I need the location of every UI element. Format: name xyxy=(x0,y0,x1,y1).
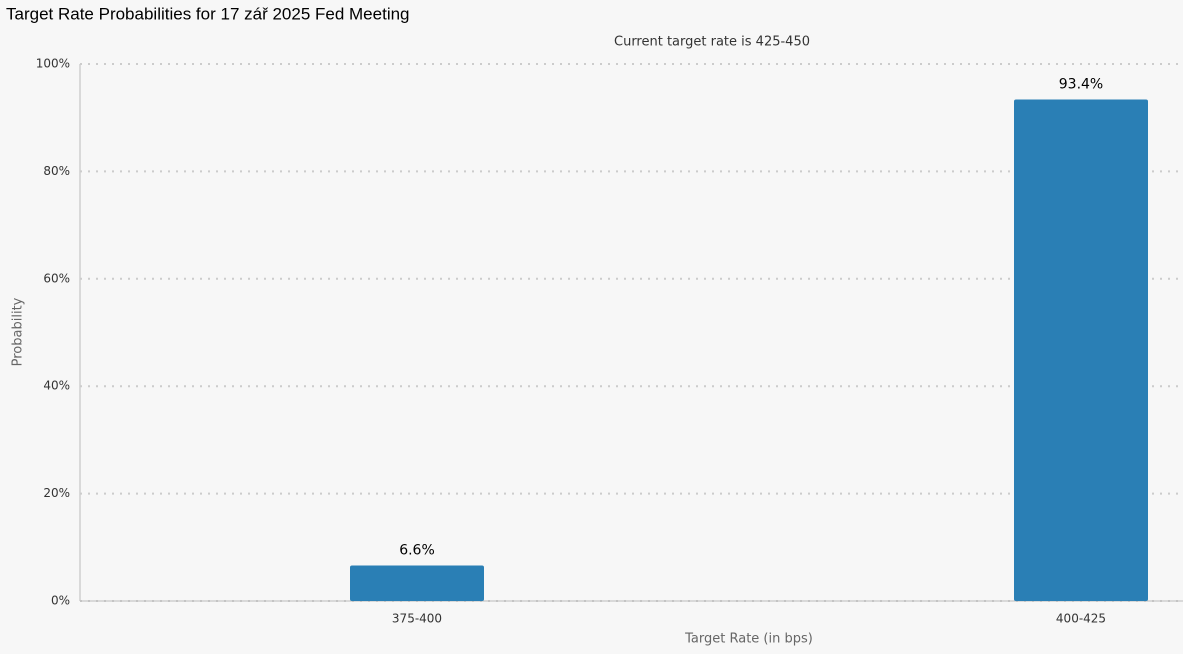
chart-title: Target Rate Probabilities for 17 zář 202… xyxy=(6,4,410,23)
value-label: 6.6% xyxy=(399,543,435,559)
y-tick-label: 20% xyxy=(43,486,70,500)
chart-subtitle: Current target rate is 425-450 xyxy=(614,35,810,50)
y-tick-label: 80% xyxy=(43,164,70,178)
bar xyxy=(1014,99,1148,601)
y-tick-label: 100% xyxy=(36,57,70,71)
x-tick-label: 400-425 xyxy=(1056,612,1106,626)
x-tick-label: 375-400 xyxy=(392,612,442,626)
value-label: 93.4% xyxy=(1059,76,1103,92)
bar xyxy=(350,565,484,601)
y-tick-label: 40% xyxy=(43,379,70,393)
y-tick-label: 60% xyxy=(43,271,70,285)
y-axis-title: Probability xyxy=(11,297,26,366)
y-tick-label: 0% xyxy=(51,594,70,608)
x-axis-title: Target Rate (in bps) xyxy=(684,632,813,647)
